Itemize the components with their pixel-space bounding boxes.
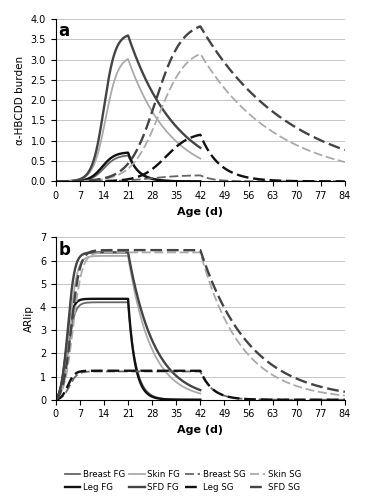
X-axis label: Age (d): Age (d): [177, 425, 223, 435]
Text: a: a: [59, 22, 70, 40]
Y-axis label: ARlip: ARlip: [24, 305, 34, 332]
Legend: Breast FG, Leg FG, Skin FG, SFD FG, Breast SG, Leg SG, Skin SG, SFD SG: Breast FG, Leg FG, Skin FG, SFD FG, Brea…: [61, 466, 305, 496]
Y-axis label: α-HBCDD burden: α-HBCDD burden: [15, 56, 25, 145]
X-axis label: Age (d): Age (d): [177, 206, 223, 216]
Text: b: b: [59, 240, 71, 258]
